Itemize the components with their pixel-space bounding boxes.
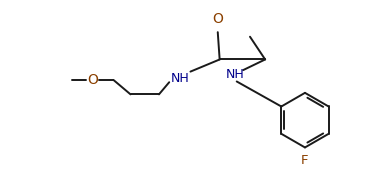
Text: O: O [87, 73, 98, 87]
Text: F: F [301, 154, 309, 167]
Text: NH: NH [225, 68, 244, 81]
Text: O: O [212, 12, 223, 27]
Text: NH: NH [170, 72, 189, 85]
